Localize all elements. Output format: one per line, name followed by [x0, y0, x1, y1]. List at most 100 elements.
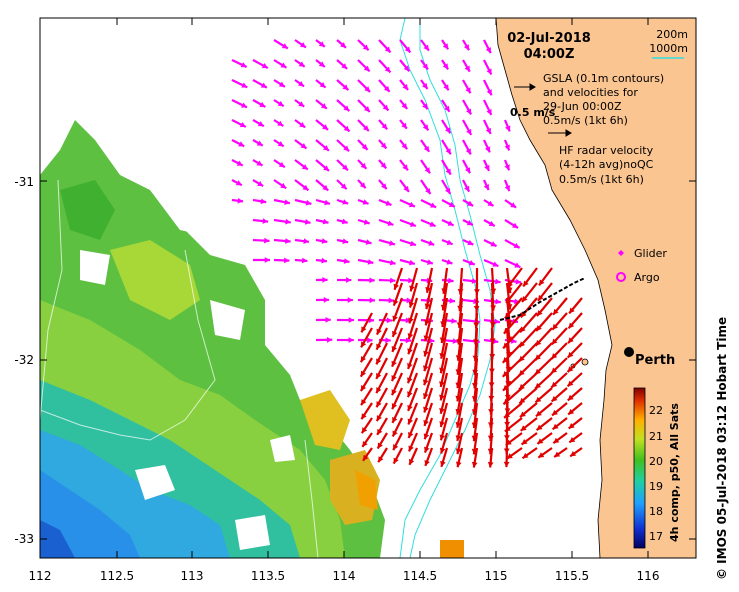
hf-radar-arrow [505, 432, 523, 446]
colorbar-tick-label: 21 [649, 430, 663, 443]
hf-radar-arrow [362, 447, 373, 462]
hf-radar-arrow [391, 387, 403, 410]
gsla-velocity-arrow [315, 179, 329, 192]
hf-radar-arrow [487, 447, 494, 468]
gsla-velocity-arrow [483, 99, 493, 116]
hf-radar-arrow [408, 297, 419, 324]
hf-radar-velocity-arrows [359, 267, 583, 468]
city-label-perth: Perth [635, 353, 675, 368]
gsla-velocity-arrow [504, 199, 517, 209]
gsla-velocity-arrow [231, 119, 247, 128]
gsla-velocity-arrow [441, 119, 452, 134]
hf-radar-arrow [391, 402, 403, 424]
hf-radar-arrow [536, 432, 553, 445]
gsla-velocity-arrow [252, 59, 269, 70]
gsla-velocity-arrow [378, 159, 388, 170]
lon-tick-label: 114.5 [403, 569, 437, 583]
gsla-velocity-arrow [357, 277, 375, 284]
hf-radar-arrow [439, 357, 449, 388]
gsla-velocity-arrow [483, 239, 498, 248]
gsla-velocity-arrow [378, 258, 396, 266]
gsla-velocity-arrow [315, 39, 326, 48]
gsla-velocity-arrow [378, 39, 392, 54]
gsla-velocity-arrow [420, 159, 431, 174]
hf-radar-arrow [359, 357, 373, 378]
gsla-velocity-arrow [441, 99, 451, 113]
hf-radar-arrow [502, 387, 523, 406]
hf-radar-arrow [392, 297, 404, 322]
gsla-velocity-arrow [336, 159, 349, 172]
gsla-velocity-arrow [294, 39, 307, 49]
hf-legend-arrow [548, 129, 572, 137]
gsla-velocity-arrow [441, 39, 450, 50]
gsla-velocity-arrow [315, 238, 328, 244]
glider-track [499, 277, 586, 321]
lon-tick-labels: 112 112.5 113 113.5 114 114.5 115 115.5 … [29, 569, 660, 583]
lon-tick-label: 116 [637, 569, 660, 583]
gsla-legend-line1: GSLA (0.1m contours) [543, 72, 664, 85]
gsla-velocity-arrow [378, 99, 390, 112]
gsla-velocity-arrow [315, 198, 331, 206]
gsla-velocity-arrow [503, 119, 511, 132]
colorbar-tick-label: 18 [649, 505, 663, 518]
gsla-velocity-arrow [399, 139, 408, 150]
sst-colorbar [633, 387, 646, 549]
hf-radar-arrow [550, 372, 568, 389]
hf-radar-arrow [423, 432, 434, 453]
gsla-velocity-arrow [231, 79, 248, 89]
gsla-velocity-arrow [294, 159, 309, 171]
hf-radar-arrow [521, 447, 538, 460]
hf-radar-arrow [550, 357, 568, 375]
hf-radar-arrow [440, 447, 449, 468]
hf-radar-arrow [375, 357, 388, 380]
gsla-velocity-arrow [420, 218, 436, 228]
gsla-velocity-arrow [294, 99, 305, 108]
gsla-velocity-arrow [294, 218, 311, 225]
hf-radar-arrow [550, 342, 568, 360]
hf-radar-arrow [359, 372, 373, 392]
gsla-velocity-arrow [357, 79, 371, 93]
gsla-velocity-arrow [273, 79, 286, 88]
gsla-velocity-arrow [336, 218, 348, 225]
hf-radar-arrow [439, 342, 449, 374]
gsla-velocity-arrow [336, 238, 349, 245]
gsla-velocity-arrow [503, 159, 511, 171]
gsla-velocity-arrow [441, 159, 452, 176]
gsla-velocity-arrow [503, 179, 511, 192]
gsla-velocity-arrow [420, 119, 430, 131]
hf-radar-arrow [520, 432, 538, 446]
gsla-velocity-arrow [399, 277, 414, 284]
hf-radar-arrow [407, 417, 419, 439]
gsla-velocity-arrow [357, 59, 371, 73]
gsla-velocity-arrow [357, 99, 371, 113]
lat-lon-grid [40, 179, 319, 558]
hf-radar-arrow [521, 282, 538, 303]
gsla-velocity-arrow [441, 219, 455, 227]
gsla-velocity-arrow [252, 79, 268, 89]
gsla-velocity-arrow [357, 139, 369, 151]
hf-radar-arrow [535, 402, 553, 418]
hf-radar-arrow [534, 387, 553, 404]
hf-radar-arrow [439, 387, 449, 415]
hf-radar-arrow [360, 327, 373, 348]
colorbar-tick-label: 17 [649, 530, 663, 543]
hf-radar-arrow [360, 387, 373, 406]
gsla-velocity-arrow [273, 59, 288, 69]
gsla-velocity-arrow [294, 139, 308, 150]
gsla-velocity-arrow [315, 218, 329, 225]
hf-legend-line1: HF radar velocity [559, 144, 654, 157]
gsla-velocity-arrow [336, 139, 350, 152]
perth-marker-icon [624, 347, 634, 357]
gsla-velocity-arrow [252, 159, 264, 167]
hf-radar-arrow [439, 417, 449, 441]
gsla-velocity-arrow [336, 119, 351, 133]
gsla-legend-scale: 0.5m/s (1kt 6h) [543, 114, 628, 127]
gsla-velocity-arrow [357, 297, 375, 304]
gsla-velocity-arrow [420, 179, 432, 195]
gsla-velocity-arrow [378, 79, 391, 93]
hf-radar-arrow [424, 297, 434, 326]
hf-radar-arrow [393, 267, 404, 291]
gsla-velocity-arrow [357, 179, 367, 189]
lat-tick-label: -31 [14, 175, 34, 189]
hf-radar-arrow [439, 432, 449, 454]
